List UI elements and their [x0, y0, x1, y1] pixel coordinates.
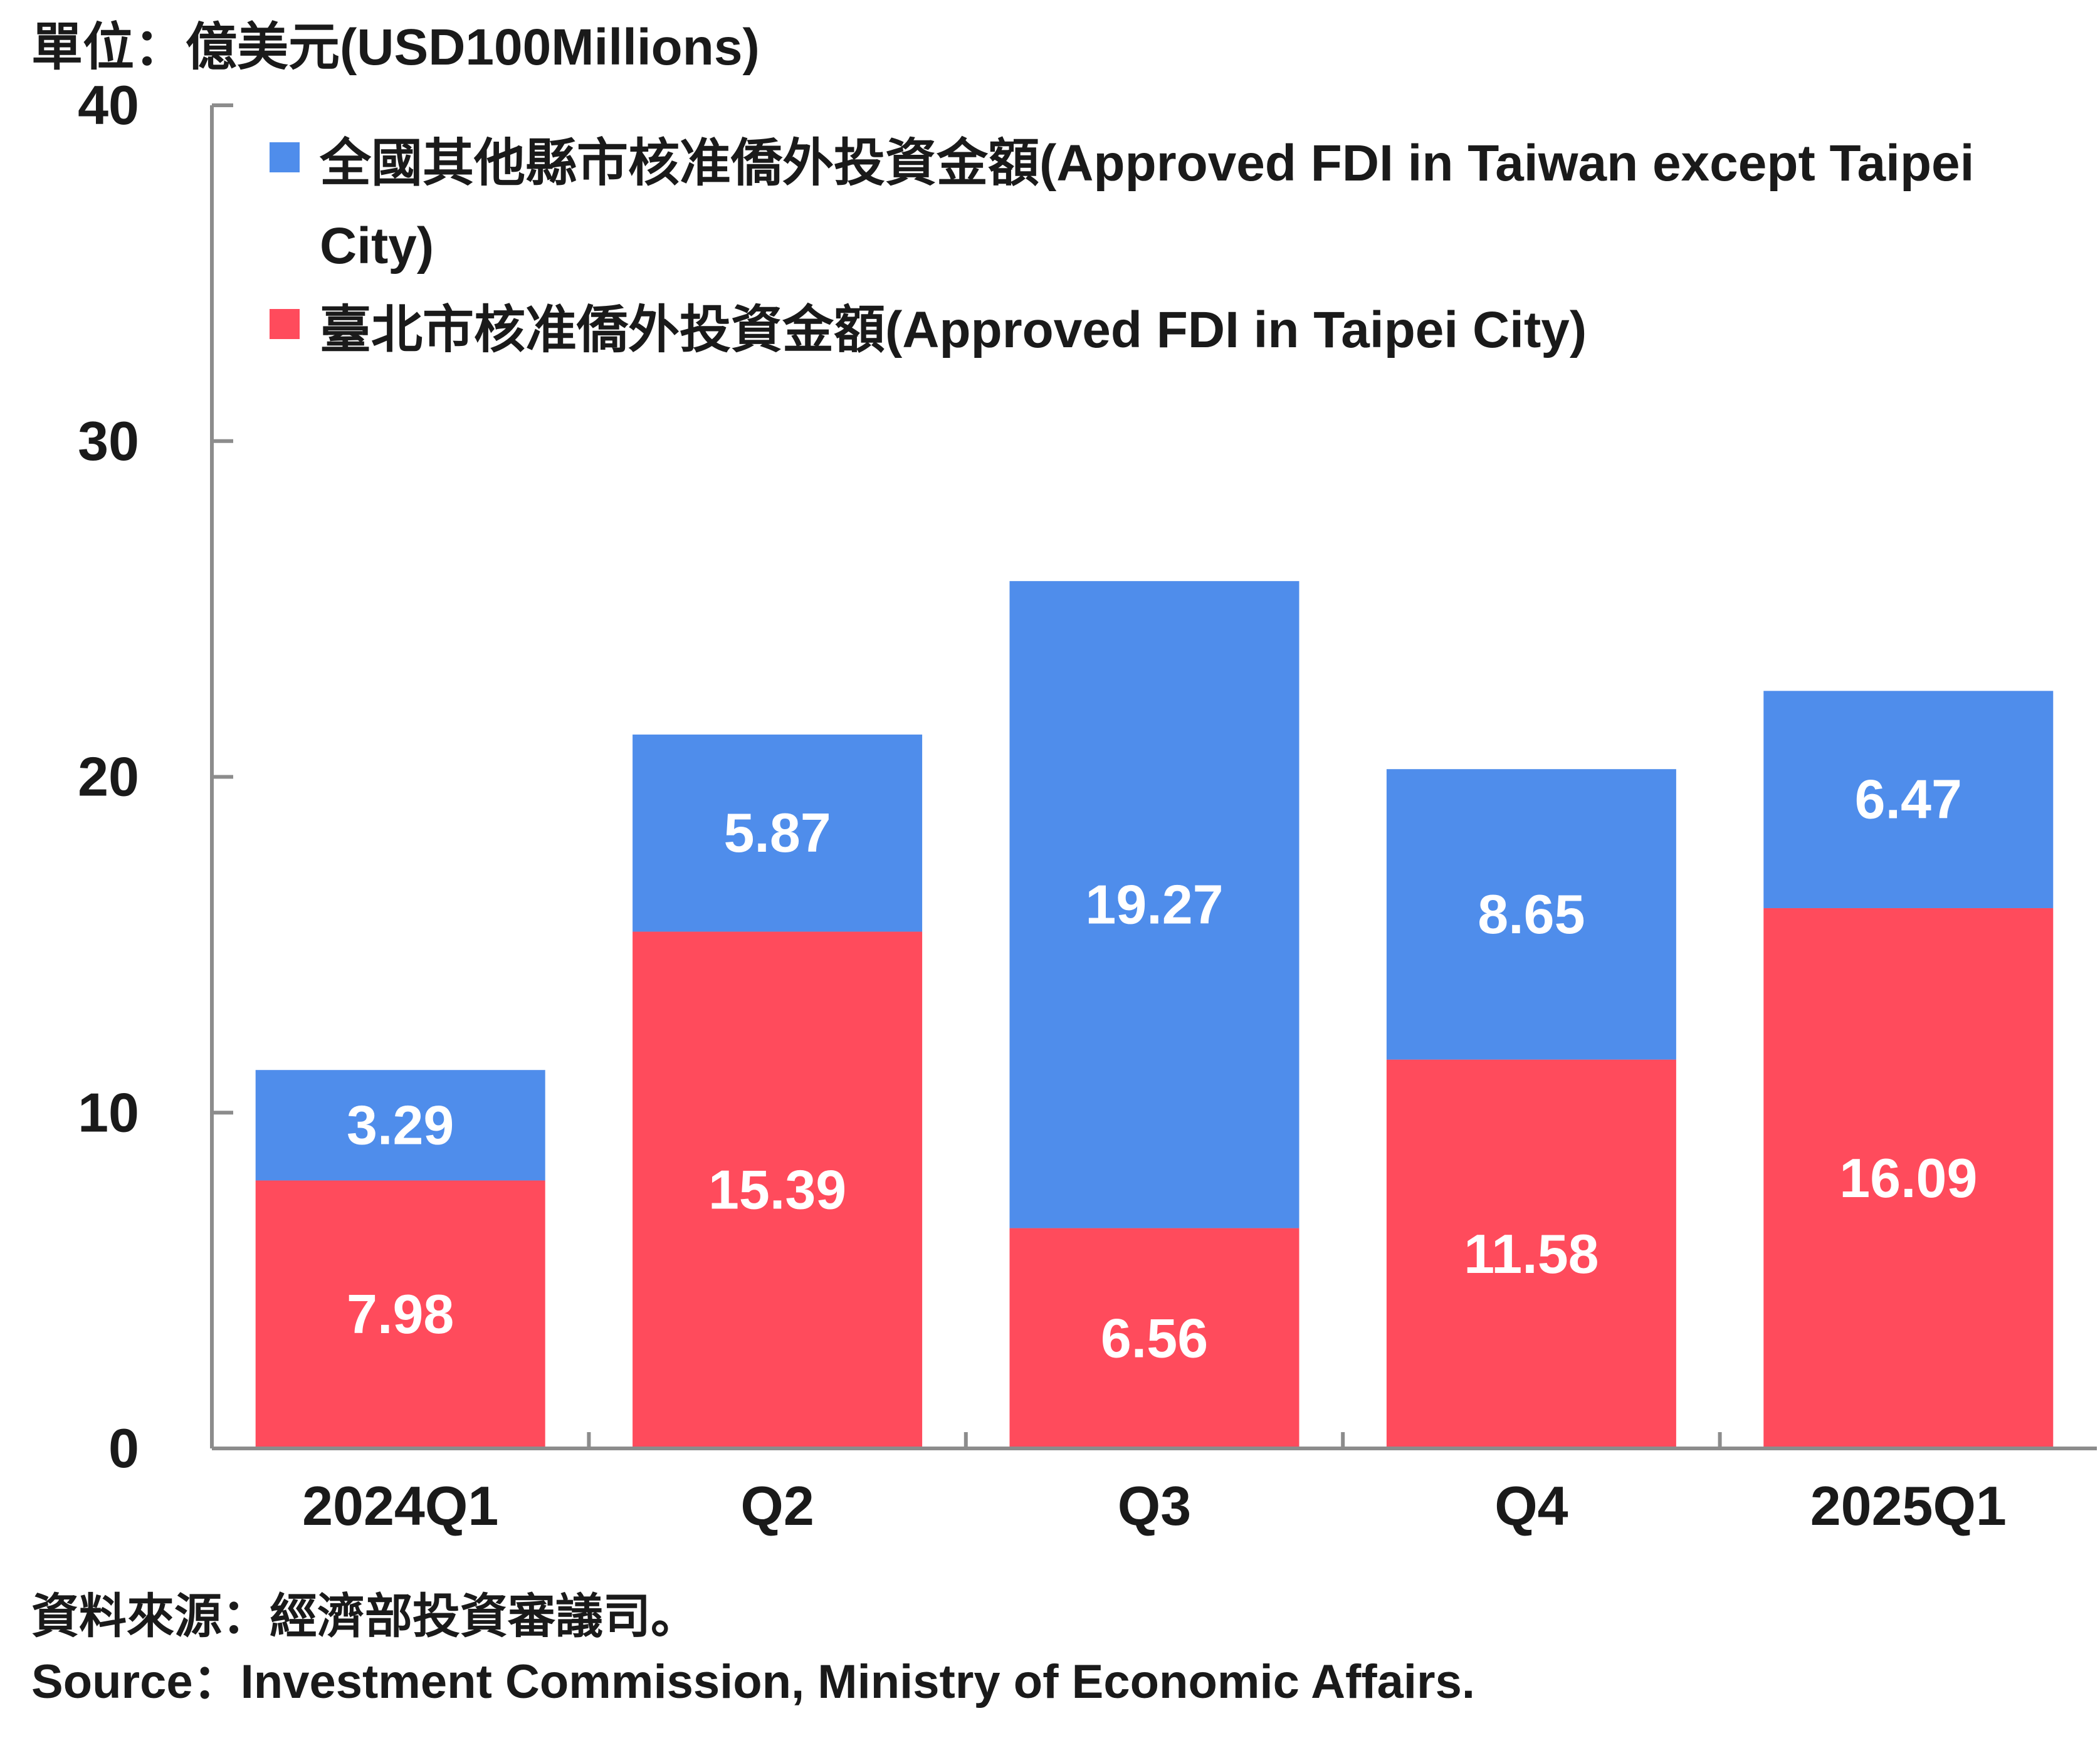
bar-taipei-2024q1	[255, 1180, 545, 1448]
bar-taipei-q3	[1009, 1228, 1299, 1448]
data-label-taipei-q2: 15.39	[708, 1159, 846, 1221]
bar-other-2025q1	[1763, 691, 2054, 908]
bar-other-q4	[1386, 769, 1676, 1060]
data-label-other-q3: 19.27	[1085, 873, 1223, 935]
legend-label-taipei: 臺北市核准僑外投資金額(Approved FDI in Taipei City)	[320, 301, 1587, 359]
data-label-taipei-2025q1: 16.09	[1839, 1147, 1977, 1209]
x-tick-label-q2: Q2	[740, 1475, 814, 1537]
bar-taipei-2025q1	[1763, 908, 2054, 1448]
bar-other-q2	[633, 734, 923, 932]
unit-label: 單位：億美元(USD100Millions)	[31, 19, 760, 76]
x-tick-label-q3: Q3	[1118, 1475, 1191, 1537]
y-tick-label-0: 0	[108, 1417, 139, 1479]
y-tick-label-20: 20	[78, 746, 139, 808]
data-label-taipei-q4: 11.58	[1464, 1223, 1599, 1285]
data-label-taipei-2024q1: 7.98	[347, 1283, 454, 1345]
legend-item-other-counties: 全國其他縣市核准僑外投資金額(Approved FDI in Taiwan ex…	[270, 122, 2025, 288]
source-en: Source：Investment Commission, Ministry o…	[31, 1655, 1475, 1709]
data-label-other-2024q1: 3.29	[347, 1094, 454, 1156]
x-tick-label-q4: Q4	[1494, 1475, 1568, 1537]
data-label-other-2025q1: 6.47	[1855, 768, 1962, 830]
legend-label-other-counties: 全國其他縣市核准僑外投資金額(Approved FDI in Taiwan ex…	[320, 135, 1975, 275]
bar-other-q3	[1009, 581, 1299, 1228]
bar-taipei-q4	[1386, 1059, 1676, 1448]
data-label-other-q2: 5.87	[723, 802, 831, 864]
legend-swatch-taipei	[270, 309, 300, 339]
y-tick-label-30: 30	[78, 410, 139, 472]
source-note: 資料來源：經濟部投資審議司。 Source：Investment Commiss…	[31, 1584, 1475, 1715]
legend-swatch-other-counties	[270, 142, 300, 172]
y-tick-label-10: 10	[78, 1081, 139, 1143]
legend: 全國其他縣市核准僑外投資金額(Approved FDI in Taiwan ex…	[270, 122, 2025, 373]
legend-item-taipei: 臺北市核准僑外投資金額(Approved FDI in Taipei City)	[270, 289, 2025, 372]
data-label-taipei-q3: 6.56	[1101, 1307, 1208, 1369]
bar-other-2024q1	[255, 1070, 545, 1181]
bar-taipei-q2	[633, 931, 923, 1448]
y-tick-label-40: 40	[78, 74, 139, 136]
x-tick-label-2024q1: 2024Q1	[302, 1475, 498, 1537]
data-label-other-q4: 8.65	[1478, 883, 1585, 945]
x-tick-label-2025q1: 2025Q1	[1810, 1475, 2007, 1537]
source-zh: 資料來源：經濟部投資審議司。	[31, 1590, 698, 1643]
